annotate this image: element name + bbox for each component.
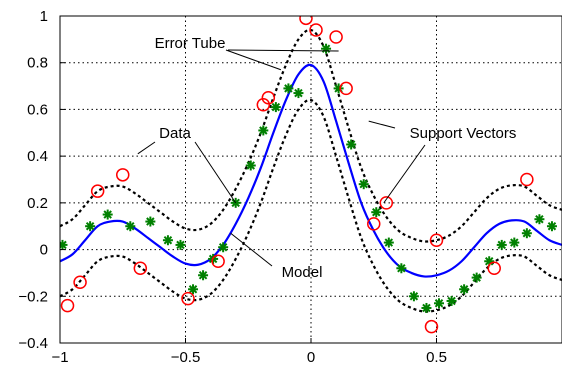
support-vector-marker bbox=[116, 168, 130, 182]
data-point bbox=[175, 239, 186, 250]
support-vector-marker bbox=[339, 81, 353, 96]
support-vector-marker bbox=[379, 196, 394, 210]
annotation-label: Error Tube bbox=[155, 35, 226, 52]
y-tick-label: 0 bbox=[40, 242, 48, 259]
data-point bbox=[358, 179, 369, 190]
annotation-pointer bbox=[194, 141, 237, 204]
support-vector-marker bbox=[211, 254, 225, 268]
y-tick-label: −0.2 bbox=[18, 288, 48, 305]
data-point bbox=[496, 239, 507, 250]
annotation-label: Support Vectors bbox=[410, 125, 517, 142]
data-point bbox=[383, 237, 394, 248]
plot-area bbox=[60, 16, 562, 334]
support-vector-marker bbox=[299, 16, 313, 26]
annotation-pointer bbox=[225, 49, 282, 71]
data-point bbox=[521, 228, 532, 239]
data-point bbox=[546, 221, 557, 232]
data-point bbox=[198, 270, 209, 281]
data-point bbox=[102, 209, 113, 220]
x-tick-label: 0.5 bbox=[426, 349, 447, 366]
data-point bbox=[534, 214, 545, 225]
support-vector-marker bbox=[73, 275, 87, 290]
support-vector-marker bbox=[256, 98, 271, 112]
support-vector-marker bbox=[520, 172, 534, 187]
support-vector-marker bbox=[487, 261, 501, 276]
model-curve bbox=[60, 63, 562, 278]
annotation-pointer bbox=[227, 49, 339, 52]
data-point bbox=[85, 221, 96, 232]
data-point bbox=[145, 216, 156, 227]
annotation-pointer bbox=[137, 141, 156, 155]
data-point bbox=[162, 235, 173, 246]
x-tick-label: 0 bbox=[307, 349, 315, 366]
data-point bbox=[321, 43, 332, 54]
data-point bbox=[459, 284, 470, 295]
data-point bbox=[60, 239, 68, 250]
support-vector-marker bbox=[60, 298, 75, 313]
support-vector-marker bbox=[429, 233, 444, 247]
axis-ticks: −1 −0.5 0 0.5 −0.4 −0.2 0 0.2 0.4 0.6 0.8 1 bbox=[18, 8, 447, 366]
data-point bbox=[258, 125, 269, 136]
annotation-pointer bbox=[368, 120, 396, 129]
data-point bbox=[421, 302, 432, 313]
support-vector-marker bbox=[261, 91, 276, 105]
support-vector-marker bbox=[133, 261, 148, 276]
data-point bbox=[283, 83, 294, 94]
data-point bbox=[245, 160, 256, 171]
data-point bbox=[396, 263, 407, 274]
annotation-label: Model bbox=[282, 264, 323, 281]
support-vector-marker bbox=[90, 184, 105, 198]
annotation-pointer bbox=[383, 144, 426, 204]
data-point bbox=[408, 291, 419, 302]
annotations: Error Tube Data Model Support Vectors bbox=[137, 35, 517, 281]
data-point bbox=[125, 221, 136, 232]
data-point bbox=[471, 272, 482, 283]
y-tick-label: 0.2 bbox=[27, 195, 48, 212]
data-point bbox=[188, 284, 199, 295]
data-point bbox=[218, 242, 229, 253]
y-tick-label: 0.4 bbox=[27, 148, 48, 165]
support-vector-marker bbox=[309, 23, 323, 37]
data-point bbox=[509, 237, 520, 248]
y-tick-label: 1 bbox=[40, 8, 48, 25]
data-point bbox=[293, 88, 304, 99]
annotation-pointer bbox=[230, 232, 273, 267]
y-tick-label: −0.4 bbox=[18, 335, 48, 352]
support-vector-marker bbox=[424, 319, 439, 334]
error-tube-lower bbox=[60, 98, 562, 313]
x-tick-label: −1 bbox=[51, 349, 68, 366]
annotation-label: Data bbox=[159, 125, 191, 142]
support-vector-marker bbox=[181, 291, 195, 306]
support-vector-marker bbox=[367, 217, 381, 231]
data-point bbox=[434, 298, 445, 309]
support-vector-marker bbox=[329, 30, 343, 44]
data-point bbox=[270, 102, 281, 113]
data-point bbox=[346, 139, 357, 150]
y-tick-label: 0.8 bbox=[27, 55, 48, 72]
data-point bbox=[371, 207, 382, 218]
x-tick-label: −0.5 bbox=[171, 349, 201, 366]
y-tick-label: 0.6 bbox=[27, 101, 48, 118]
data-point bbox=[446, 295, 457, 306]
error-tube-upper bbox=[60, 28, 562, 243]
